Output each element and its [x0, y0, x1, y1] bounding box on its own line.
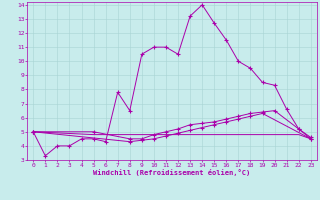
- X-axis label: Windchill (Refroidissement éolien,°C): Windchill (Refroidissement éolien,°C): [93, 169, 251, 176]
